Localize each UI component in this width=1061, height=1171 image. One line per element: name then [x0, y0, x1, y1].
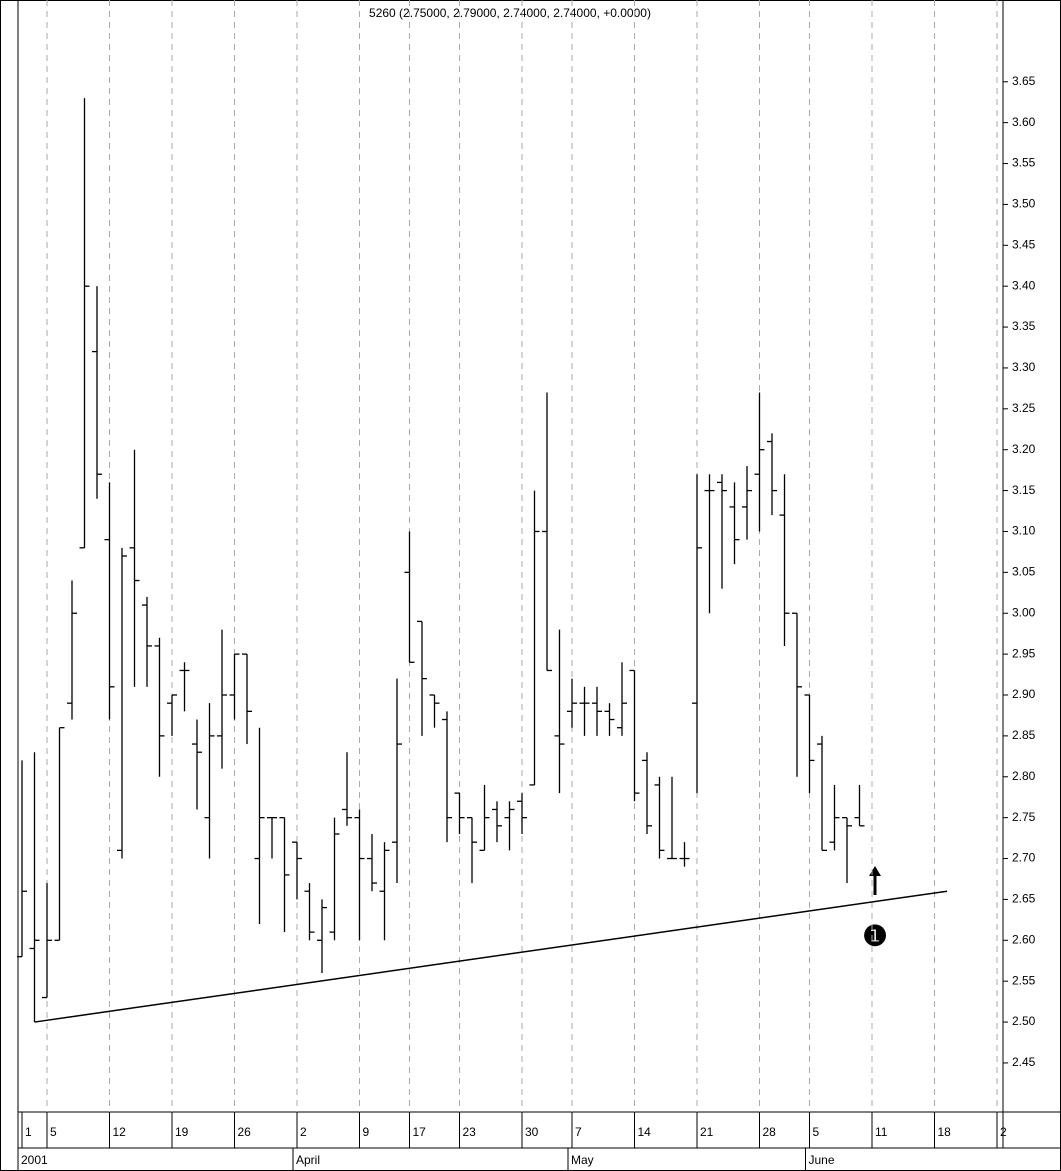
y-tick-label: 3.30	[1012, 360, 1036, 374]
y-tick-label: 3.20	[1012, 442, 1036, 456]
y-tick-label: 3.65	[1012, 74, 1036, 88]
chart-title: 5260 (2.75000, 2.79000, 2.74000, 2.74000…	[369, 6, 651, 20]
period-label: April	[296, 1153, 320, 1167]
y-tick-label: 2.85	[1012, 728, 1036, 742]
x-tick-label: 1	[25, 1125, 32, 1139]
y-tick-label: 3.50	[1012, 197, 1036, 211]
annotation: ❶	[862, 920, 887, 951]
y-tick-label: 2.90	[1012, 687, 1036, 701]
y-tick-label: 2.65	[1012, 892, 1036, 906]
y-tick-label: 2.95	[1012, 646, 1036, 660]
y-tick-label: 3.25	[1012, 401, 1036, 415]
trend-line	[34, 890, 948, 1023]
period-label: 2001	[21, 1153, 48, 1167]
x-tick-label: 5	[50, 1125, 57, 1139]
y-tick-label: 3.10	[1012, 524, 1036, 538]
x-tick-label: 7	[575, 1125, 582, 1139]
y-tick-label: 3.40	[1012, 278, 1036, 292]
period-label: May	[571, 1153, 594, 1167]
y-tick-label: 3.45	[1012, 237, 1036, 251]
x-tick-label: 26	[238, 1125, 252, 1139]
x-tick-label: 14	[638, 1125, 652, 1139]
y-tick-label: 2.80	[1012, 769, 1036, 783]
x-tick-label: 19	[175, 1125, 189, 1139]
x-tick-label: 30	[525, 1125, 539, 1139]
x-tick-label: 23	[463, 1125, 477, 1139]
x-tick-label: 12	[113, 1125, 127, 1139]
y-tick-label: 3.35	[1012, 319, 1036, 333]
x-tick-label: 21	[700, 1125, 714, 1139]
x-tick-label: 11	[875, 1125, 888, 1139]
y-tick-label: 2.50	[1012, 1014, 1036, 1028]
y-tick-label: 2.75	[1012, 810, 1036, 824]
y-tick-label: 3.15	[1012, 483, 1036, 497]
x-tick-label: 18	[938, 1125, 952, 1139]
y-tick-label: 3.60	[1012, 115, 1036, 129]
x-tick-label: 28	[763, 1125, 777, 1139]
y-tick-label: 2.60	[1012, 932, 1036, 946]
y-tick-label: 3.05	[1012, 565, 1036, 579]
y-tick-label: 2.70	[1012, 851, 1036, 865]
x-tick-label: 5	[813, 1125, 820, 1139]
x-tick-label: 9	[363, 1125, 370, 1139]
x-tick-label: 2	[1000, 1125, 1007, 1139]
x-tick-label: 17	[413, 1125, 427, 1139]
y-tick-label: 3.00	[1012, 605, 1036, 619]
y-tick-label: 2.45	[1012, 1055, 1036, 1069]
y-tick-label: 3.55	[1012, 156, 1036, 170]
period-label: June	[809, 1153, 835, 1167]
x-tick-label: 2	[300, 1125, 307, 1139]
y-tick-label: 2.55	[1012, 973, 1036, 987]
